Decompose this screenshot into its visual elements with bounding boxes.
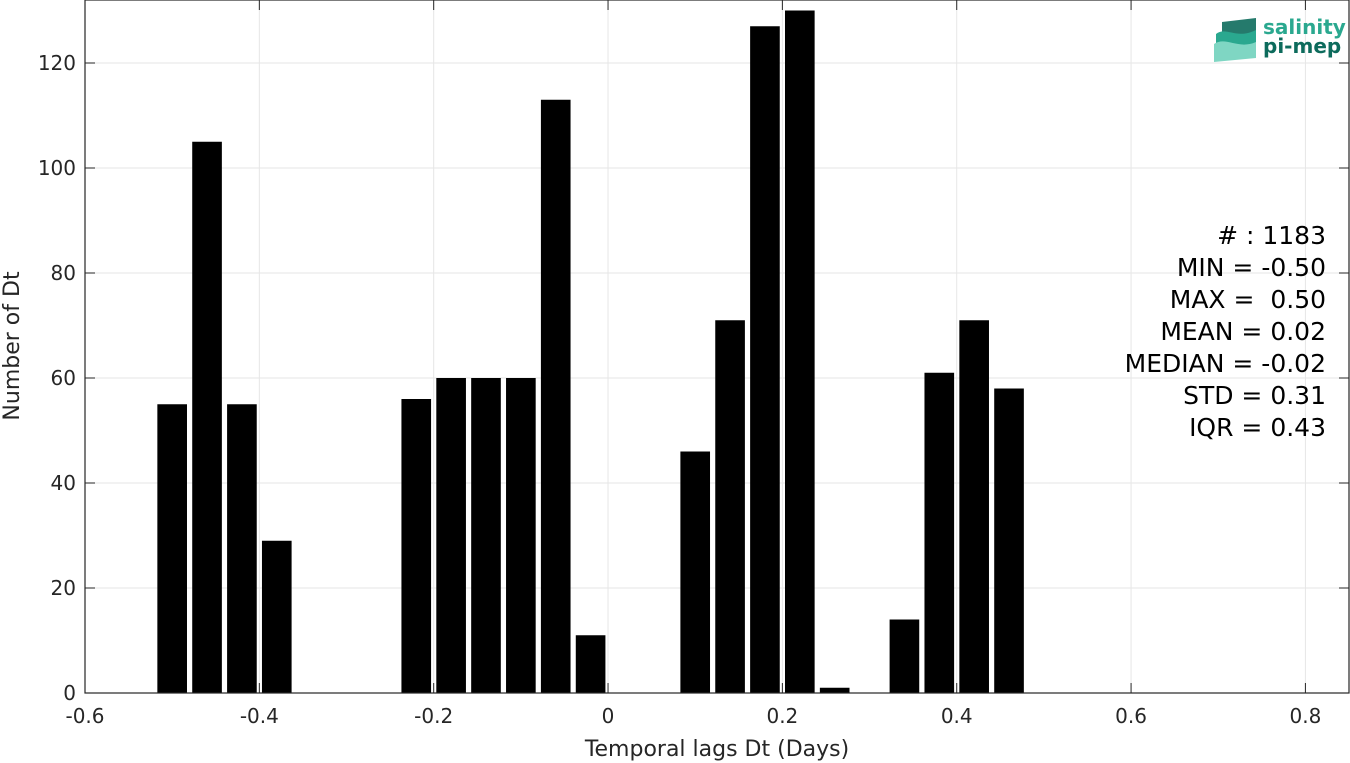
bars — [157, 10, 1024, 693]
stat-line: IQR = 0.43 — [1189, 413, 1326, 442]
histogram-bar — [680, 451, 711, 693]
histogram-bar — [784, 10, 815, 693]
stat-line: MEDIAN = -0.02 — [1125, 349, 1326, 378]
histogram-bar — [227, 404, 257, 693]
y-tick-label: 100 — [38, 156, 76, 180]
x-tick-label: 0.8 — [1290, 704, 1322, 728]
y-tick-labels: 0 20 40 60 80 100 120 — [38, 51, 76, 705]
stat-line: MIN = -0.50 — [1177, 253, 1326, 282]
histogram-bar — [436, 378, 466, 693]
y-tick-label: 120 — [38, 51, 76, 75]
histogram-bar — [401, 399, 432, 693]
statistics-box: # : 1183 MIN = -0.50 MAX = 0.50 MEAN = 0.02… — [1125, 221, 1326, 442]
histogram-bar — [889, 619, 920, 693]
histogram-bar — [157, 404, 187, 693]
tick-marks — [84, 0, 1349, 694]
x-tick-label: 0.4 — [941, 704, 973, 728]
y-tick-label: 40 — [51, 471, 76, 495]
y-tick-label: 80 — [51, 261, 76, 285]
x-tick-labels: -0.6 -0.4 -0.2 0 0.2 0.4 0.6 0.8 — [65, 704, 1321, 728]
histogram-bar — [261, 540, 292, 693]
x-tick-label: -0.2 — [414, 704, 453, 728]
histogram-bar — [959, 320, 989, 693]
y-tick-label: 60 — [51, 366, 76, 390]
x-tick-label: -0.4 — [240, 704, 279, 728]
y-tick-label: 0 — [63, 681, 76, 705]
x-tick-label: 0.2 — [766, 704, 798, 728]
x-tick-label: 0.6 — [1115, 704, 1147, 728]
x-tick-label: -0.6 — [65, 704, 104, 728]
logo-line-2: pi-mep — [1263, 34, 1341, 58]
wave-logo-icon — [1214, 18, 1256, 62]
histogram-bar — [924, 372, 955, 693]
histogram-bar — [750, 26, 780, 693]
salinity-pi-mep-logo: salinity pi-mep — [1214, 15, 1346, 62]
logo-line-1: salinity — [1263, 15, 1346, 39]
x-tick-label: 0 — [602, 704, 615, 728]
histogram-bar — [506, 378, 536, 693]
stat-line: # : 1183 — [1217, 221, 1326, 250]
histogram-bar — [819, 687, 850, 693]
stat-line: MEAN = 0.02 — [1160, 317, 1326, 346]
histogram-bar — [471, 378, 501, 693]
histogram-bar — [575, 635, 606, 693]
y-axis-label: Number of Dt — [0, 271, 25, 421]
histogram-bar — [192, 141, 222, 693]
x-axis-label: Temporal lags Dt (Days) — [584, 737, 849, 762]
stat-line: MAX = 0.50 — [1170, 285, 1326, 314]
histogram-bar — [540, 99, 571, 693]
stat-line: STD = 0.31 — [1183, 381, 1326, 410]
plot-frame — [84, 0, 1350, 694]
histogram-bar — [715, 320, 745, 693]
y-tick-label: 20 — [51, 576, 76, 600]
histogram-bar — [994, 388, 1024, 693]
